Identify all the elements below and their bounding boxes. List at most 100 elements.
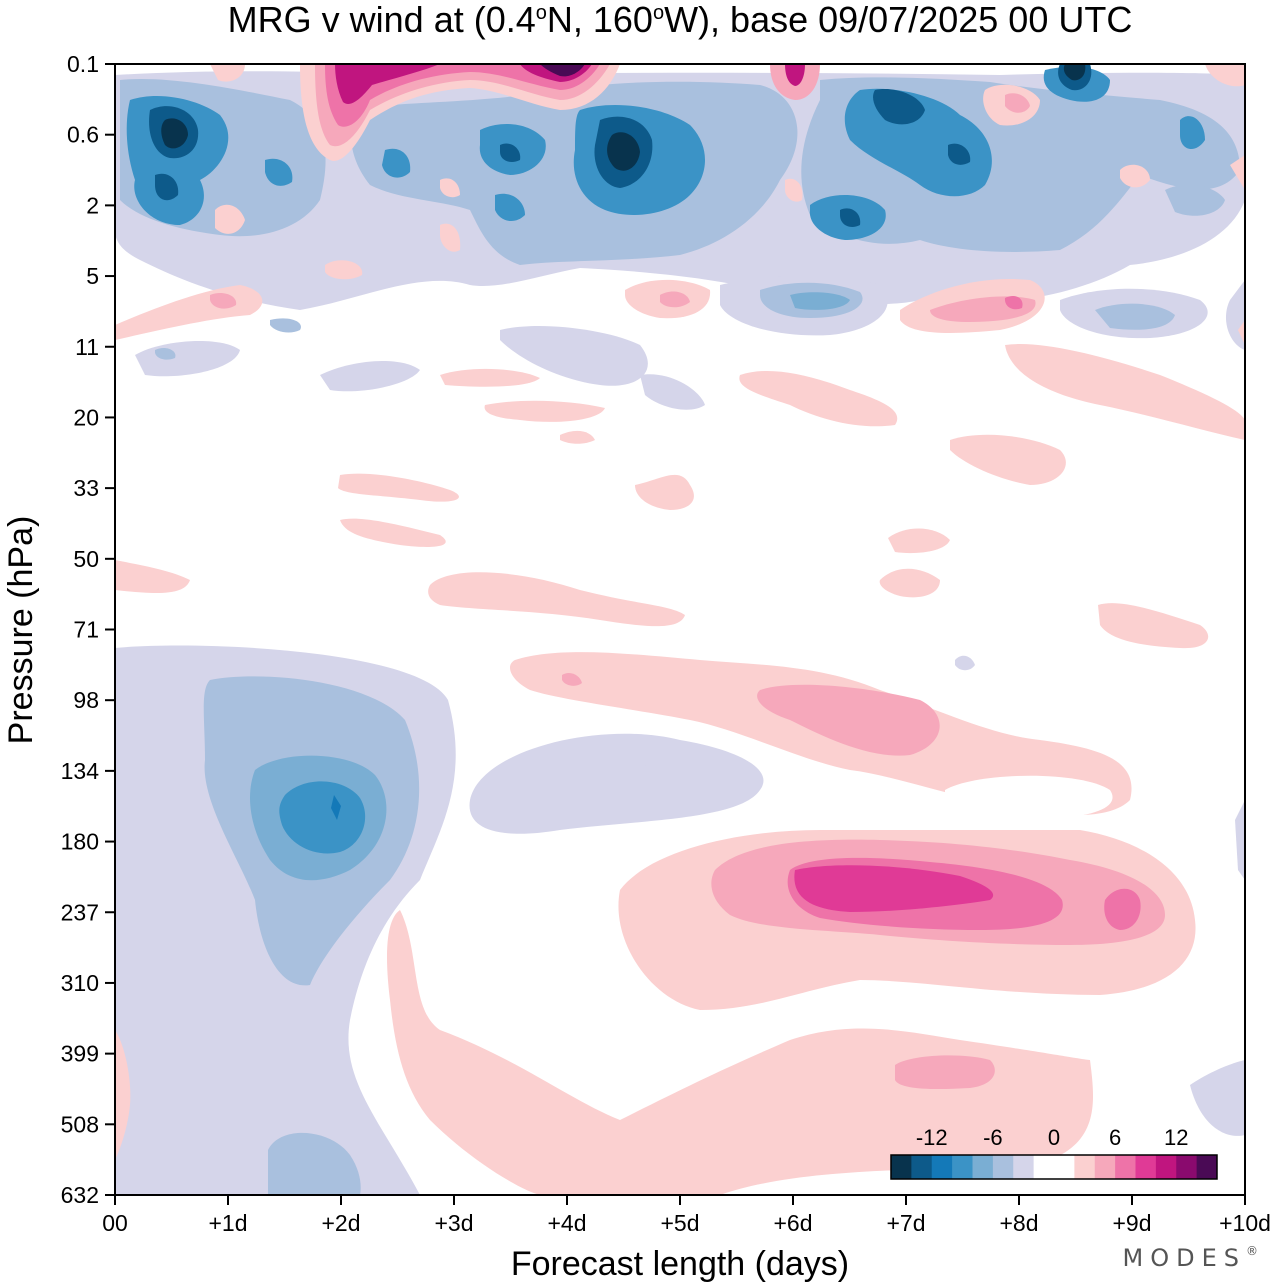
contour-pos-row-1	[115, 285, 263, 340]
contour-neg-upper-m8g	[495, 193, 525, 222]
y-tick-label: 508	[61, 1111, 99, 1137]
colorbar-swatch	[1155, 1155, 1177, 1179]
colorbar-swatch	[1196, 1155, 1218, 1179]
y-tick-label: 11	[75, 334, 99, 360]
contour-neg-upper-m12f	[948, 143, 971, 165]
colorbar-swatch	[931, 1155, 953, 1179]
contour-pos-upper-6	[540, 64, 585, 77]
contour-neg-upper-m4e	[1095, 303, 1175, 330]
contour-pos-mid-2	[428, 572, 685, 627]
contour-neg-upper-m12e	[155, 173, 179, 201]
contour-neg-row-1	[790, 292, 850, 310]
colorbar-swatch	[1094, 1155, 1116, 1179]
contour-neg-row-2	[155, 347, 176, 360]
contour-pos-mid-1	[115, 560, 190, 593]
y-tick-label: 33	[73, 475, 99, 501]
y-tick-label: 5	[86, 263, 99, 289]
chart-title: MRG v wind at (0.4oN, 160oW), base 09/07…	[228, 0, 1133, 40]
contour-pos-upper-3	[325, 64, 600, 127]
contour-neg-upper-m4f	[270, 318, 301, 333]
colorbar-swatch	[992, 1155, 1014, 1179]
contour-neg-mid-1	[955, 655, 975, 671]
contour-pos-upper-4	[335, 64, 440, 105]
contour-pos-core	[794, 865, 994, 912]
axes: 0.1 0.6 2 5 11 20 33 50 71 98 134 180 237 310 399 508 63…	[61, 51, 1271, 1236]
contour-neg-upper-lobe6	[640, 374, 705, 410]
contour-neg-upper-core2	[607, 132, 640, 171]
contour-pos-mid-3	[338, 473, 459, 502]
colorbar-swatch	[1115, 1155, 1136, 1179]
colorbar-label: -6	[983, 1125, 1003, 1150]
contour-neg-upper-core3	[1063, 64, 1086, 81]
contour-pos-mid-13	[440, 368, 540, 387]
colorbar-label: 12	[1164, 1125, 1188, 1150]
contour-neg-upper-m12g	[500, 143, 521, 163]
contour-pos-mid-11	[1005, 344, 1245, 440]
contour-pos-strong2	[1104, 888, 1141, 930]
contour-pos-mid-8	[1098, 603, 1209, 649]
colorbar-label: 6	[1109, 1125, 1121, 1150]
x-tick-label: +10d	[1219, 1210, 1271, 1236]
x-tick-label: +9d	[1112, 1210, 1151, 1236]
contour-neg-upper-core1	[161, 118, 188, 149]
x-tick-label: +2d	[321, 1210, 360, 1236]
y-tick-label: 399	[61, 1041, 99, 1067]
colorbar-swatch	[1135, 1155, 1157, 1179]
contour-neg-upper-lobe3	[135, 340, 240, 377]
colorbar-frame	[890, 1154, 1218, 1180]
contour-pos-upper-15	[440, 223, 461, 252]
contour-pos-mid-4	[340, 518, 446, 547]
colorbar-label: -12	[916, 1125, 948, 1150]
y-tick-label: 71	[73, 617, 99, 643]
y-tick-label: 237	[61, 899, 99, 925]
contour-hole	[809, 991, 882, 1025]
y-tick-label: 20	[73, 404, 99, 430]
colorbar-swatch	[1074, 1155, 1096, 1179]
x-tick-label: 00	[102, 1210, 128, 1236]
y-tick-label: 632	[61, 1182, 99, 1208]
colorbar-swatch	[972, 1155, 994, 1179]
contour-pos-upper-19	[1230, 155, 1245, 190]
contour-pos-mid-7	[879, 568, 940, 598]
y-tick-label: 0.1	[67, 51, 99, 77]
contour-neg-weak-right	[1190, 1060, 1245, 1136]
y-tick-label: 180	[61, 829, 99, 855]
contour-neg-m10	[331, 795, 341, 820]
contour-neg-mid-2	[620, 755, 646, 771]
y-ticks: 0.1 0.6 2 5 11 20 33 50 71 98 134 180 237 310 399 508 63…	[61, 51, 115, 1208]
contour-neg-bottom	[268, 1132, 361, 1195]
contour-neg-upper-m8j	[1180, 116, 1205, 150]
x-axis-label: Forecast length (days)	[511, 1245, 849, 1283]
contour-neg-m8	[279, 781, 366, 854]
contour-neg-upper-lobe7	[1225, 280, 1245, 350]
colorbar-swatch	[911, 1155, 933, 1179]
x-ticks: 00 +1d +2d +3d +4d +5d +6d +7d +8d +9d +10d	[102, 1195, 1271, 1236]
x-tick-label: +3d	[434, 1210, 473, 1236]
x-tick-label: +7d	[886, 1210, 925, 1236]
x-tick-label: +1d	[208, 1210, 247, 1236]
contour-pos-row-7	[1004, 296, 1023, 310]
contour-pos-upper-12	[210, 64, 245, 82]
contour-pos-upper-10	[1005, 93, 1030, 113]
contour-pos-mid-14	[560, 430, 595, 444]
contour-neg-upper-m8i	[265, 158, 293, 186]
y-axis-label: Pressure (hPa)	[2, 516, 40, 745]
colorbar-swatch	[891, 1155, 912, 1179]
contour-pos-mid-9	[950, 434, 1066, 485]
contour-pos-moderate-upper	[757, 684, 940, 756]
x-tick-label: +4d	[547, 1210, 586, 1236]
colorbar-label: 0	[1048, 1125, 1060, 1150]
y-tick-label: 134	[61, 758, 100, 784]
colorbar-swatch	[1033, 1155, 1055, 1179]
contour-neg-upper-lobe4	[320, 360, 420, 392]
contour-hole2	[945, 775, 1113, 819]
contour-pos-mid-6	[888, 528, 950, 554]
modes-logo: MODES®	[1122, 1244, 1258, 1272]
y-tick-label: 0.6	[67, 122, 99, 148]
colorbar: -12 -6 0 6 12	[890, 1125, 1218, 1180]
y-tick-label: 310	[61, 970, 99, 996]
contour-pos-upper-17	[785, 178, 803, 202]
contour-neg-weak-right2	[1235, 800, 1245, 880]
colorbar-swatch	[1176, 1155, 1198, 1179]
